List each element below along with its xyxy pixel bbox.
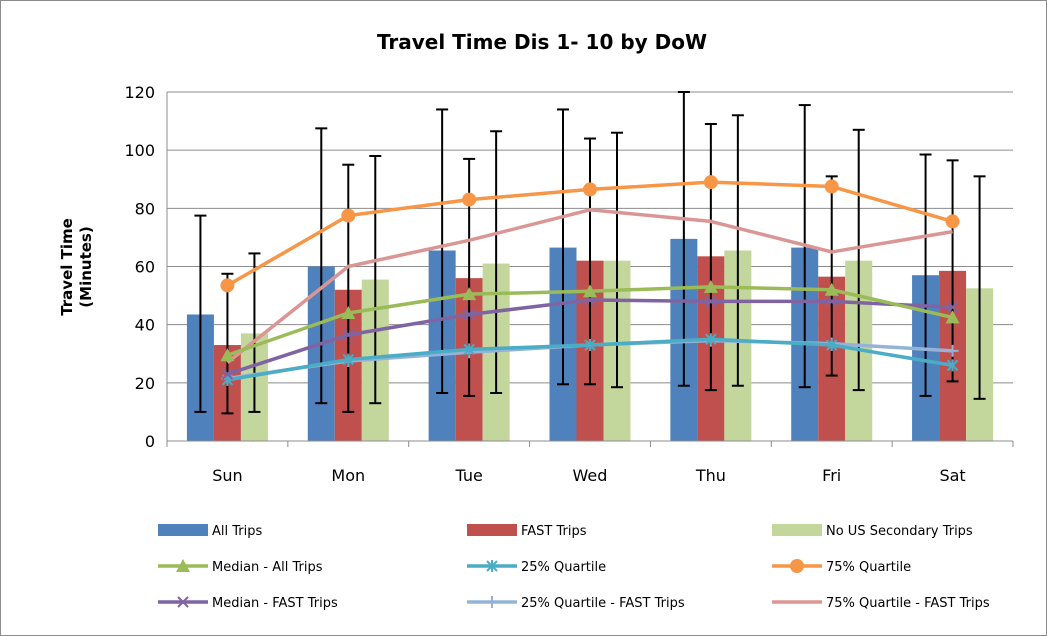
legend-item-median-all-trips: Median - All Trips <box>158 559 323 575</box>
y-tick-label: 80 <box>135 199 155 218</box>
legend-marker <box>486 596 498 608</box>
marker-stroke <box>463 308 475 321</box>
legend-item-median-fast-trips: Median - FAST Trips <box>158 596 338 611</box>
point-median-fast-trips <box>705 295 717 308</box>
marker-stroke <box>826 295 838 308</box>
point-median-all-trips <box>703 279 718 293</box>
point-25-quartile-fast-trips <box>946 344 959 357</box>
x-tick-label: Fri <box>822 466 841 485</box>
y-tick-label: 40 <box>135 316 155 335</box>
point-25-quartile <box>342 353 354 366</box>
point-median-all-trips <box>945 310 960 324</box>
legend-label: No US Secondary Trips <box>826 524 973 539</box>
point-median-all-trips <box>824 282 839 296</box>
y-tick-label: 100 <box>124 141 155 160</box>
y-axis-label-line-2: (Minutes) <box>77 226 95 307</box>
legend-label: 75% Quartile - FAST Trips <box>826 596 990 611</box>
legend-marker <box>486 560 498 572</box>
legend-item-75-quartile: 75% Quartile <box>772 559 911 575</box>
point-median-fast-trips <box>342 329 354 341</box>
point-25-quartile <box>463 343 475 356</box>
point-median-fast-trips <box>826 295 838 308</box>
legend-marker <box>790 559 804 573</box>
y-axis-label-line-1: Travel Time <box>58 218 76 316</box>
point-75-quartile <box>703 175 718 190</box>
marker-stroke <box>342 329 354 341</box>
marker-stroke <box>177 596 189 608</box>
y-tick-label: 60 <box>135 258 155 277</box>
legend-item-25-quartile-fast-trips: 25% Quartile - FAST Trips <box>467 596 685 611</box>
point-25-quartile <box>584 339 596 352</box>
legend-label: Median - FAST Trips <box>212 596 338 611</box>
point-75-quartile <box>824 179 839 194</box>
legend-label: 25% Quartile - FAST Trips <box>521 596 685 611</box>
point-median-all-trips <box>462 287 477 301</box>
x-tick-label: Thu <box>695 466 726 485</box>
point-75-quartile <box>341 208 356 223</box>
x-tick-label: Tue <box>454 466 482 485</box>
legend-label: FAST Trips <box>521 524 587 539</box>
legend-label: 75% Quartile <box>826 560 911 575</box>
legend-item-fast-trips: FAST Trips <box>467 524 587 539</box>
point-median-all-trips <box>583 284 597 298</box>
point-75-quartile <box>583 182 597 197</box>
chart-title: Travel Time Dis 1- 10 by DoW <box>377 30 707 54</box>
marker-stroke <box>705 295 717 308</box>
x-tick-label: Sun <box>212 466 242 485</box>
legend-item-75-quartile-fast-trips: 75% Quartile - FAST Trips <box>772 596 990 611</box>
point-25-quartile <box>705 333 717 346</box>
point-75-quartile <box>945 214 960 229</box>
point-75-quartile <box>462 192 477 207</box>
point-median-fast-trips <box>946 301 959 313</box>
y-tick-label: 120 <box>124 83 155 102</box>
x-tick-label: Sat <box>939 466 965 485</box>
point-median-all-trips <box>341 306 356 320</box>
legend-marker <box>177 596 189 608</box>
legend-label: Median - All Trips <box>212 560 323 575</box>
marker-stroke <box>221 368 234 380</box>
legend-marker <box>176 559 190 572</box>
y-tick-label: 20 <box>135 374 155 393</box>
legend-swatch <box>467 524 517 536</box>
legend-swatch <box>158 524 208 536</box>
legend-label: All Trips <box>212 524 262 539</box>
legend-label: 25% Quartile <box>521 560 606 575</box>
x-tick-label: Wed <box>573 466 608 485</box>
point-median-all-trips <box>220 348 235 362</box>
legend-swatch <box>772 524 822 536</box>
legend-item-25-quartile: 25% Quartile <box>467 560 606 575</box>
point-75-quartile <box>220 278 235 293</box>
legend: All Trips FAST Trips No US Secondary Trips… <box>158 524 990 611</box>
point-median-fast-trips <box>221 368 234 380</box>
line-75-quartile-fast-trips <box>226 208 953 364</box>
x-tick-label: Mon <box>331 466 365 485</box>
legend-item-all-trips: All Trips <box>158 524 262 539</box>
point-25-quartile <box>826 339 838 352</box>
point-25-quartile <box>946 359 959 372</box>
y-tick-label: 0 <box>145 432 155 451</box>
marker-stroke <box>946 301 959 313</box>
axes: 0 20 40 60 80 100 120 Sun Mon Tue Wed Thu Fri Sat <box>124 83 1014 485</box>
legend-item-no-us-secondary-trips: No US Secondary Trips <box>772 524 973 539</box>
series-lines <box>220 175 960 386</box>
point-median-fast-trips <box>463 308 475 321</box>
y-axis-label: Travel Time (Minutes) <box>58 218 95 316</box>
